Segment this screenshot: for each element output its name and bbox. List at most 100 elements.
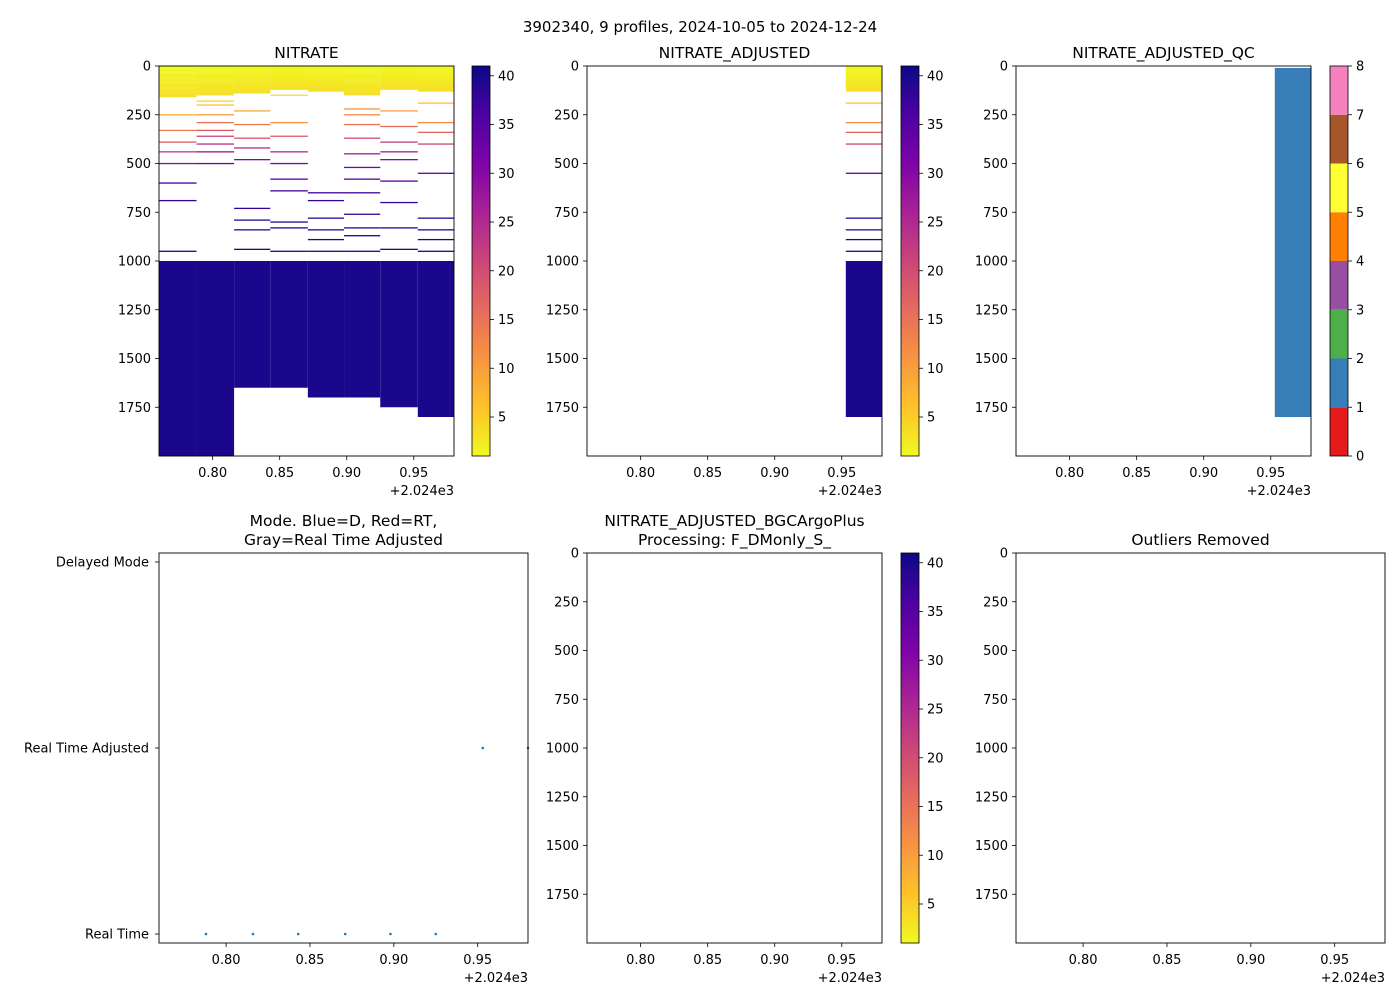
y-tick-label: 1750 (975, 888, 1008, 903)
y-tick-label: 250 (983, 108, 1008, 123)
heatmap-surface-line (845, 82, 882, 84)
heatmap-sample-line (344, 137, 381, 139)
colorbar-tick-label: 20 (927, 264, 944, 279)
heatmap-surface-line (234, 73, 271, 75)
colorbar-tick-label: 40 (498, 69, 515, 84)
heatmap-surface-line (270, 84, 308, 86)
heatmap-surface-line (270, 66, 308, 69)
heatmap-surface-line (845, 81, 882, 83)
heatmap-surface-line (270, 86, 308, 89)
heatmap-surface-line (270, 76, 308, 78)
heatmap-surface-line (234, 75, 271, 77)
heatmap-sample-line (417, 229, 454, 231)
y-tick-label: 1500 (546, 352, 579, 367)
heatmap-sample-line (845, 238, 882, 241)
heatmap-sample-line (380, 201, 418, 204)
heatmap-surface-line (417, 74, 454, 76)
heatmap-surface-line (344, 94, 381, 96)
heatmap-surface-line (845, 77, 882, 79)
y-tick-label: 1250 (975, 303, 1008, 318)
panel-title: NITRATE (274, 44, 338, 62)
heatmap-surface-line (344, 87, 381, 90)
heatmap-surface-line (159, 86, 197, 88)
heatmap-sample-line (417, 121, 454, 124)
x-tick-label: 0.95 (1320, 953, 1349, 968)
heatmap-surface-line (845, 85, 882, 87)
heatmap-sample-line (159, 141, 197, 143)
colorbar-tick-label: 30 (927, 167, 944, 182)
heatmap-surface-line (196, 92, 235, 94)
heatmap-surface-line (270, 72, 308, 74)
heatmap-surface-line (196, 79, 235, 81)
heatmap-surface-line (845, 79, 882, 81)
heatmap-surface-line (159, 67, 197, 69)
heatmap-surface-line (270, 81, 308, 84)
heatmap-surface-line (307, 68, 345, 70)
y-tick-label: 1000 (975, 742, 1008, 757)
heatmap-surface-line (159, 70, 197, 72)
heatmap-deep-block (270, 261, 308, 388)
colorbar-tick-label: 20 (498, 264, 515, 279)
x-tick-label: 0.90 (760, 466, 789, 481)
heatmap-surface-line (380, 71, 418, 73)
heatmap-surface-line (344, 77, 381, 79)
heatmap-sample-line (234, 248, 271, 250)
heatmap-surface-line (159, 89, 197, 91)
heatmap-surface-line (234, 92, 271, 94)
heatmap-surface-line (344, 86, 381, 89)
heatmap-sample-line (270, 227, 308, 229)
heatmap-sample-line (159, 162, 197, 165)
heatmap-sample-line (344, 108, 381, 110)
heatmap-sample-line (417, 131, 454, 133)
heatmap-surface-line (307, 73, 345, 75)
heatmap-surface-line (307, 88, 345, 90)
heatmap-surface-line (159, 81, 197, 83)
heatmap-surface-line (307, 71, 345, 73)
heatmap-surface-line (196, 88, 235, 91)
heatmap-sample-line (417, 238, 454, 241)
colorbar-tick-label: 5 (927, 898, 935, 913)
x-tick-label: 0.85 (1152, 953, 1181, 968)
x-tick-label: 0.85 (295, 953, 324, 968)
heatmap-sample-line (307, 229, 345, 231)
heatmap-surface-line (196, 85, 235, 88)
y-tick-label: 1750 (546, 888, 579, 903)
colorbar-tick-label: 6 (1356, 157, 1364, 172)
x-offset-label: +2.024e3 (818, 484, 882, 499)
heatmap-surface-line (270, 74, 308, 76)
heatmap-surface-line (159, 66, 197, 68)
heatmap-surface-line (417, 75, 454, 77)
axes-frame (586, 65, 883, 457)
heatmap-surface-line (417, 75, 454, 78)
heatmap-surface-line (417, 85, 454, 87)
heatmap-sample-line (845, 229, 882, 231)
colorbar-tick-label: 7 (1356, 108, 1364, 123)
colorbar-segment (1330, 163, 1348, 213)
heatmap-surface-line (307, 66, 345, 69)
y-tick-label: 500 (554, 644, 579, 659)
heatmap-surface-line (270, 80, 308, 82)
x-tick-label: 0.90 (379, 953, 408, 968)
heatmap-surface-line (417, 81, 454, 83)
heatmap-surface-line (234, 76, 271, 78)
x-tick-label: 0.90 (1236, 953, 1265, 968)
heatmap-surface-line (307, 83, 345, 85)
y-tick-label: 500 (983, 157, 1008, 172)
heatmap-surface-line (196, 76, 235, 78)
heatmap-surface-line (344, 71, 381, 73)
heatmap-surface-line (270, 85, 308, 87)
heatmap-surface-line (270, 88, 308, 90)
x-offset-label: +2.024e3 (464, 971, 528, 986)
heatmap-surface-line (196, 78, 235, 80)
heatmap-surface-line (270, 83, 308, 85)
x-offset-label: +2.024e3 (1247, 484, 1311, 499)
heatmap-surface-line (845, 84, 882, 86)
heatmap-surface-line (307, 82, 345, 84)
heatmap-surface-line (380, 78, 418, 80)
heatmap-surface-line (159, 71, 197, 73)
heatmap-deep-block (380, 261, 418, 408)
heatmap-sample-line (307, 199, 345, 202)
y-category-label: Real Time (85, 928, 149, 943)
heatmap-surface-line (344, 76, 381, 78)
